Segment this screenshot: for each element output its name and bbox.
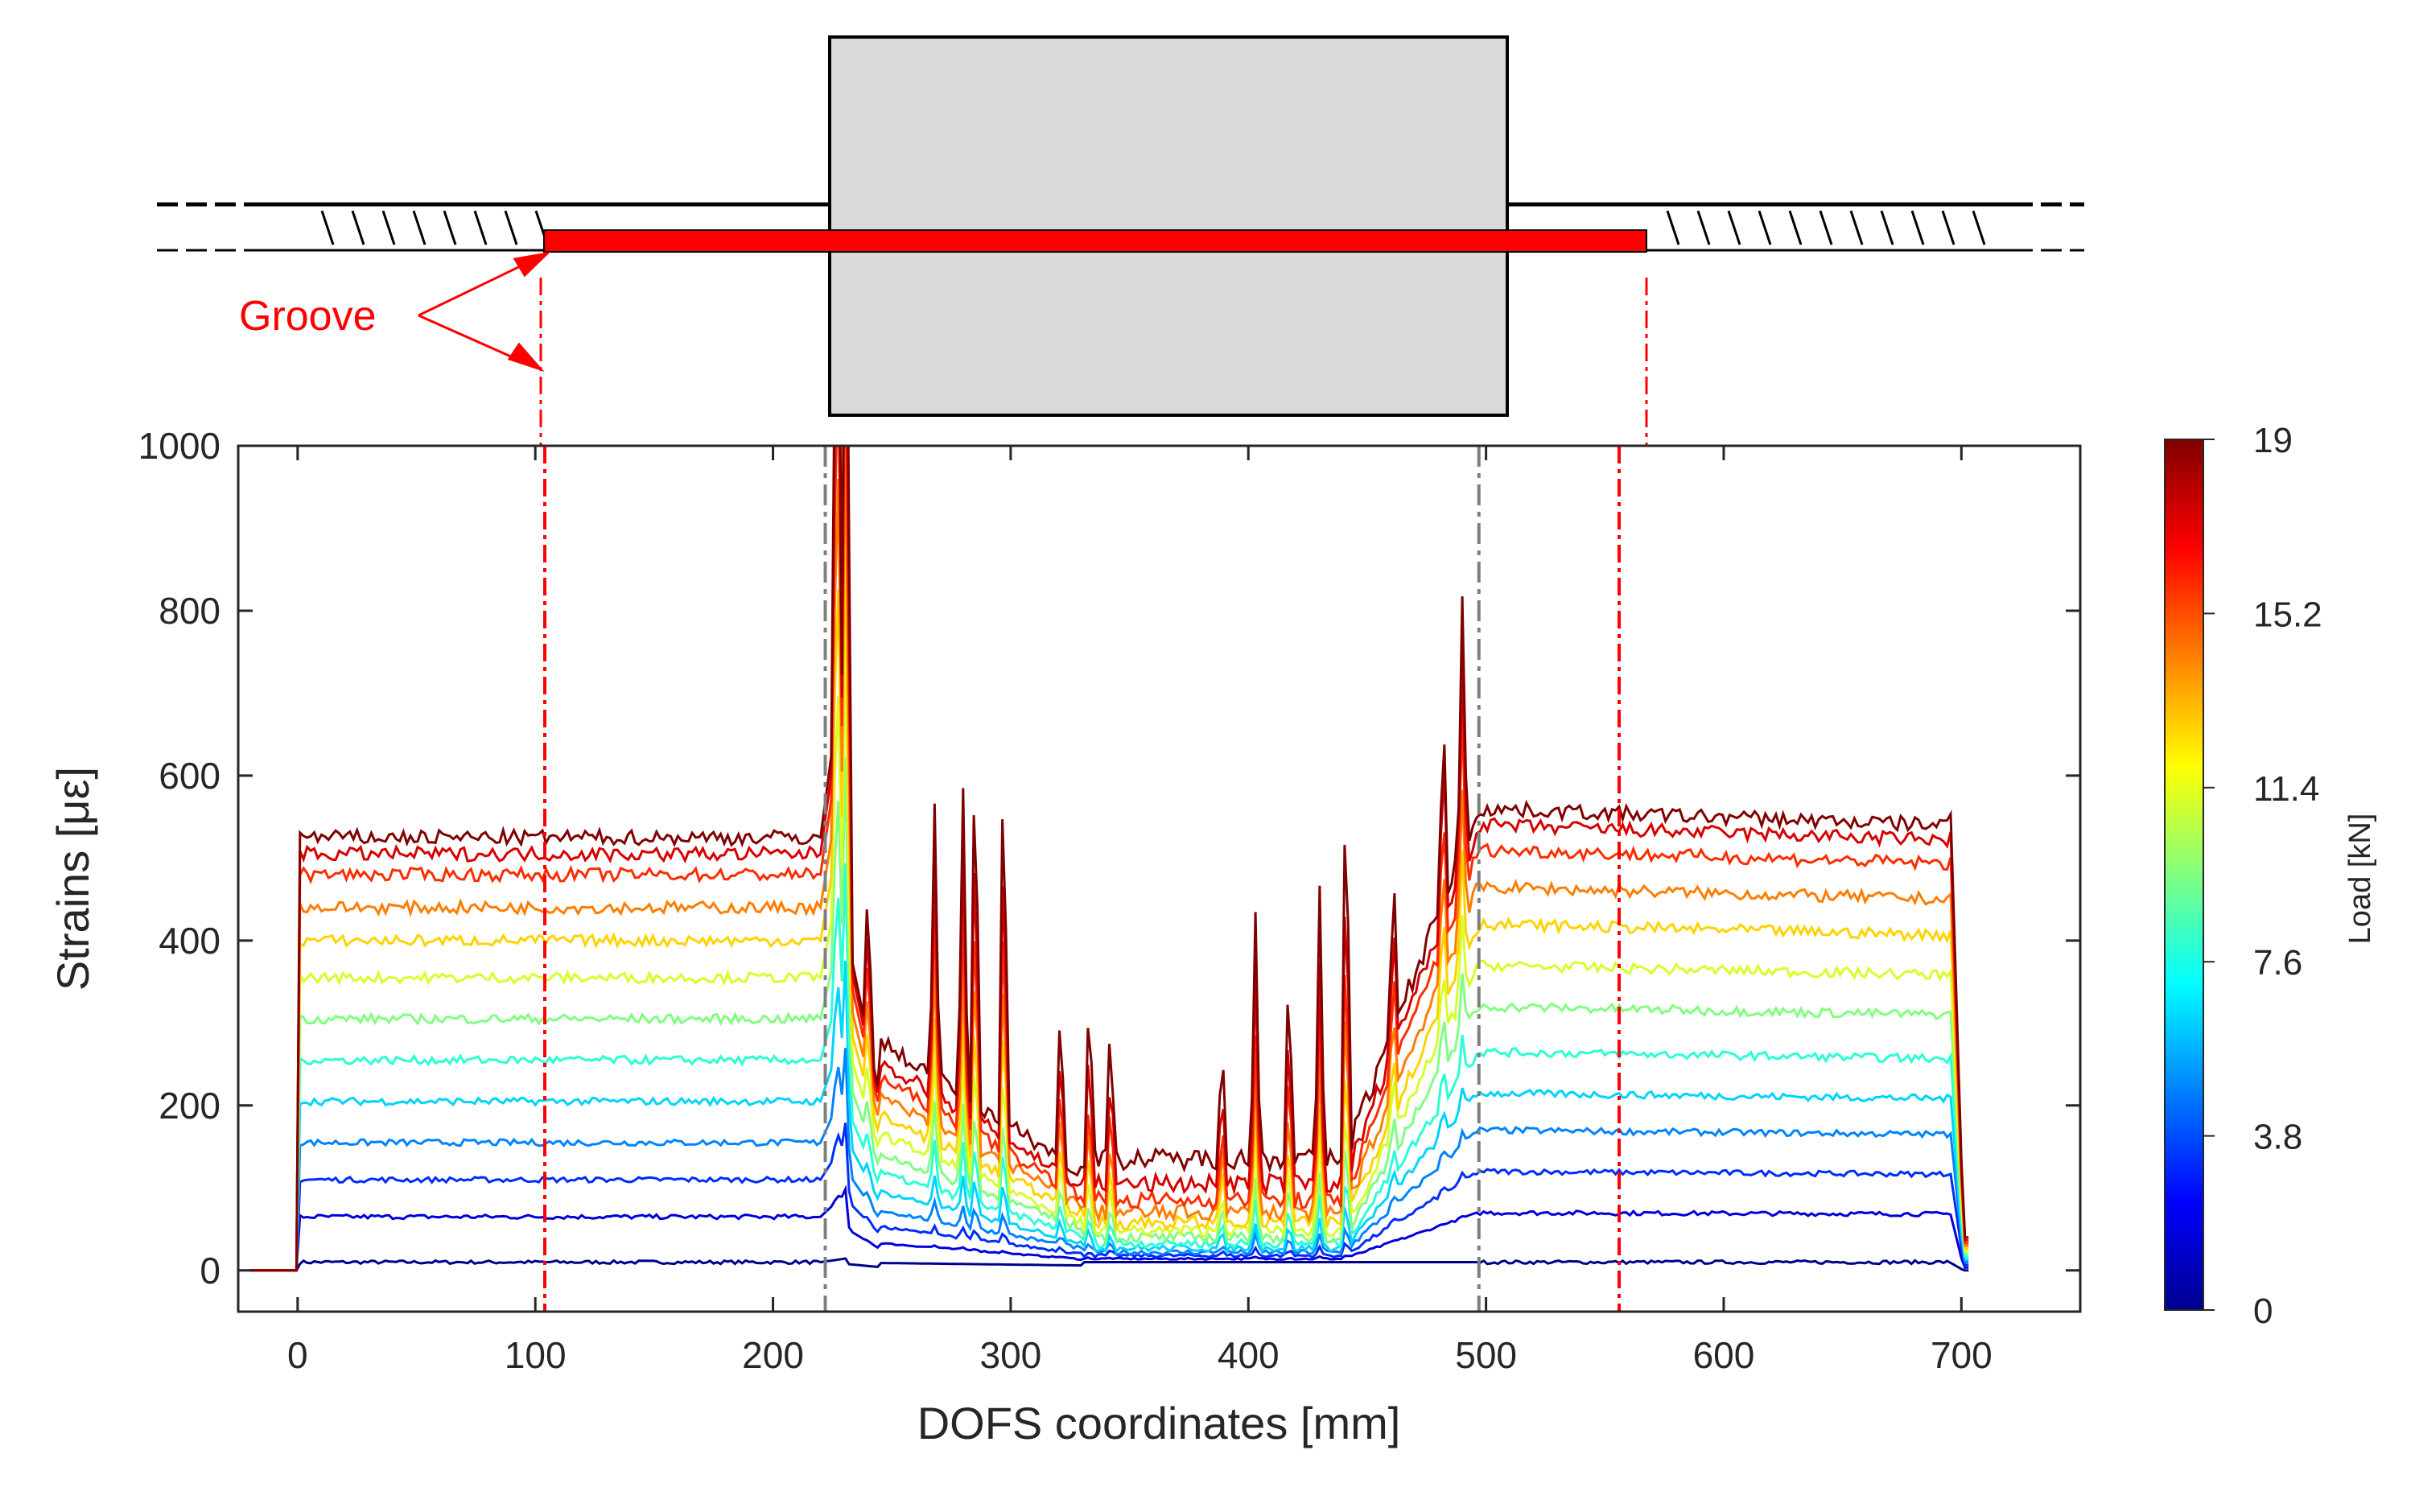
loading-block bbox=[828, 35, 1509, 417]
x-tick-label: 400 bbox=[1218, 1334, 1280, 1376]
strain-series-5 bbox=[249, 863, 1969, 1272]
colorbar-tick-label: 19 bbox=[2253, 421, 2293, 460]
hatch-stroke bbox=[504, 210, 518, 245]
hatch-stroke bbox=[1819, 210, 1833, 245]
colorbar-label: Load [kN] bbox=[2343, 814, 2377, 945]
y-tick-label: 800 bbox=[159, 590, 220, 632]
x-tick-label: 500 bbox=[1455, 1334, 1517, 1376]
x-axis: 0 100 200 300 400 500 600 700 bbox=[287, 446, 1993, 1376]
y-axis: 0 200 400 600 800 1000 bbox=[138, 425, 2080, 1292]
hatch-stroke bbox=[1880, 210, 1894, 245]
colorbar: 0 3.8 7.6 11.4 15.2 19 Load [kN] bbox=[2164, 421, 2377, 1331]
hatch-stroke bbox=[1972, 210, 1986, 245]
y-tick-label: 600 bbox=[159, 755, 220, 797]
strain-series-0 bbox=[249, 1257, 1969, 1272]
groove-label: Groove bbox=[239, 293, 377, 340]
strain-chart: 0 100 200 300 400 500 600 700 0 200 400 600 800 1000… bbox=[47, 425, 2082, 1448]
hatch-stroke bbox=[1849, 210, 1864, 245]
hatch-stroke bbox=[320, 210, 335, 245]
hatch-stroke bbox=[1910, 210, 1925, 245]
hatch-stroke bbox=[1758, 210, 1772, 245]
marker-layer bbox=[543, 446, 1622, 1312]
hatch-stroke bbox=[381, 210, 396, 245]
y-axis-label: Strains [με] bbox=[47, 767, 98, 991]
x-tick-label: 200 bbox=[742, 1334, 804, 1376]
hatch-stroke bbox=[1666, 210, 1680, 245]
strain-series-12 bbox=[249, 446, 1969, 1272]
x-tick-label: 300 bbox=[980, 1334, 1042, 1376]
colorbar-tick-label: 0 bbox=[2253, 1292, 2273, 1331]
y-tick-label: 200 bbox=[159, 1085, 220, 1127]
hatch-stroke bbox=[351, 210, 365, 245]
schematic: Groove bbox=[157, 35, 2084, 446]
colorbar-tick-label: 7.6 bbox=[2253, 943, 2302, 983]
colorbar-tick-label: 11.4 bbox=[2253, 769, 2319, 809]
x-tick-label: 600 bbox=[1693, 1334, 1755, 1376]
x-tick-label: 100 bbox=[505, 1334, 567, 1376]
hatch-stroke bbox=[1941, 210, 1955, 245]
hatch-stroke bbox=[1727, 210, 1741, 245]
hatch-stroke bbox=[443, 210, 457, 245]
x-tick-label: 0 bbox=[287, 1334, 308, 1376]
colorbar-tick-label: 3.8 bbox=[2253, 1118, 2302, 1157]
strain-series-11 bbox=[249, 446, 1969, 1272]
y-tick-label: 1000 bbox=[138, 425, 220, 467]
hatch-stroke bbox=[412, 210, 427, 245]
strain-series-1 bbox=[249, 1184, 1969, 1272]
x-tick-label: 700 bbox=[1931, 1334, 1993, 1376]
hatch-stroke bbox=[473, 210, 488, 245]
strain-series-4 bbox=[249, 960, 1969, 1272]
strain-series-2 bbox=[249, 1123, 1969, 1272]
y-tick-label: 0 bbox=[200, 1250, 220, 1292]
y-tick-label: 400 bbox=[159, 920, 220, 962]
plot-frame bbox=[237, 444, 2082, 1313]
series-layer bbox=[249, 446, 1969, 1272]
strain-series-6 bbox=[249, 757, 1969, 1272]
groove-arrows bbox=[418, 251, 551, 373]
colorbar-gradient bbox=[2164, 439, 2204, 1311]
hatch-stroke bbox=[1696, 210, 1711, 245]
groove-bar bbox=[543, 229, 1647, 253]
hatch-stroke bbox=[1788, 210, 1803, 245]
colorbar-ticks: 0 3.8 7.6 11.4 15.2 19 bbox=[2203, 421, 2322, 1331]
strain-series-9 bbox=[249, 446, 1969, 1272]
strain-series-3 bbox=[249, 1048, 1969, 1272]
x-axis-label: DOFS coordinates [mm] bbox=[917, 1398, 1401, 1448]
colorbar-tick-label: 15.2 bbox=[2253, 595, 2322, 634]
